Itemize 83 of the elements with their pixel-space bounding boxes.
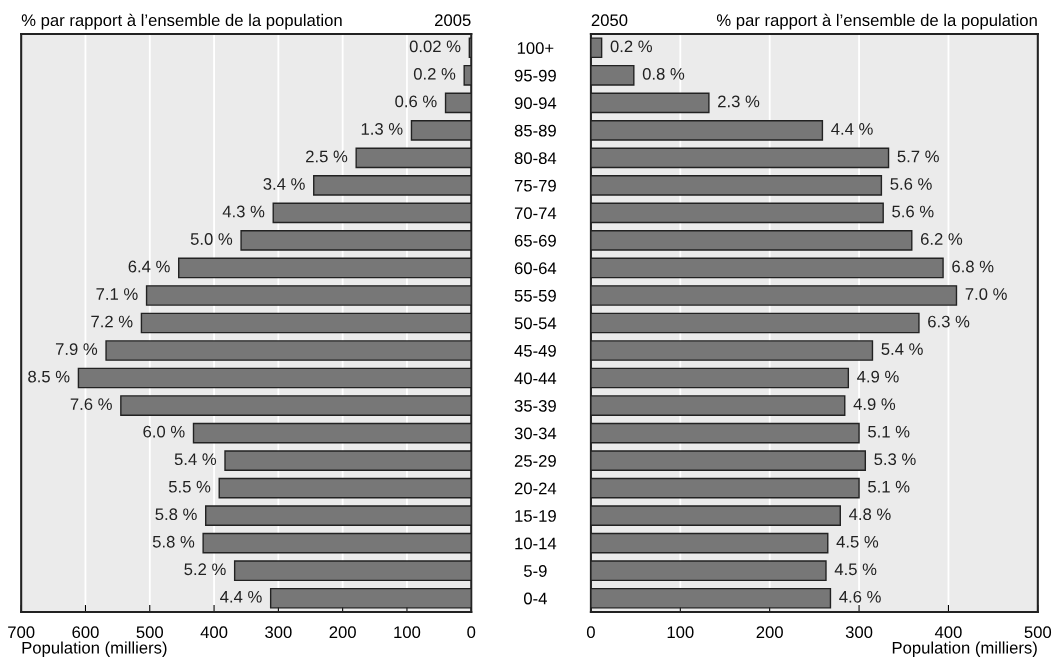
annotation: 5.3 % — [874, 453, 916, 466]
x-tick-label: 500 — [1024, 626, 1052, 639]
annotation: 5.4 % — [881, 343, 923, 355]
annotation: 2.5 % — [306, 150, 348, 163]
annotation: 6.4 % — [128, 260, 170, 273]
annotation: 4.9 % — [853, 398, 896, 411]
x-tick-label: 200 — [329, 626, 356, 639]
x-axis-title: Population (milliers) — [892, 641, 1037, 657]
chart-subtitle: % par rapport à l’ensemble de la population — [716, 13, 1037, 30]
annotation: 4.4 % — [220, 590, 262, 603]
annotation: 7.1 % — [96, 288, 138, 300]
x-tick-label: 500 — [136, 626, 164, 639]
x-tick-label: 0 — [467, 626, 476, 639]
annotation: 2.3 % — [718, 95, 760, 108]
chart-title: 2050 — [591, 14, 628, 27]
y-tick-label: 25-29 — [514, 455, 556, 467]
annotation: 5.2 % — [184, 563, 226, 576]
y-tick-label: 90-94 — [514, 97, 557, 110]
x-tick-label: 400 — [934, 626, 962, 639]
annotation: 7.6 % — [70, 398, 112, 411]
annotation: 0.02 % — [409, 40, 461, 53]
annotation: 5.8 % — [152, 535, 195, 548]
y-tick-label: 20-24 — [514, 482, 557, 495]
x-tick-label: 100 — [394, 626, 421, 639]
annotation: 4.5 % — [834, 563, 877, 576]
x-tick-label: 300 — [845, 626, 873, 639]
y-tick-label: 75-79 — [514, 179, 556, 192]
x-tick-label: 300 — [265, 626, 292, 639]
annotation: 5.1 % — [868, 425, 910, 438]
x-tick-label: 200 — [756, 626, 783, 639]
y-tick-label: 10-14 — [515, 537, 557, 550]
annotation: 4.5 % — [836, 535, 879, 548]
y-tick-label: 0-4 — [523, 592, 547, 605]
y-tick-label: 45-49 — [514, 344, 556, 357]
annotation: 6.0 % — [143, 425, 185, 438]
y-tick-label: 60-64 — [514, 262, 557, 275]
annotation: 5.6 % — [892, 205, 934, 218]
annotation: 5.8 % — [155, 508, 197, 521]
x-tick-label: 100 — [667, 626, 694, 639]
annotation: 0.2 % — [413, 67, 456, 80]
annotation: 6.2 % — [920, 233, 963, 245]
y-tick-label: 95-99 — [514, 69, 556, 82]
y-tick-label: 15-19 — [515, 510, 556, 522]
annotation: 5.4 % — [174, 453, 217, 466]
y-tick-label: 80-84 — [514, 152, 557, 165]
x-tick-label: 600 — [72, 626, 99, 639]
annotation: 7.9 % — [55, 343, 98, 355]
x-tick-label: 700 — [8, 626, 35, 639]
y-tick-label: 85-89 — [514, 124, 556, 137]
x-tick-label: 0 — [586, 626, 595, 639]
annotation: 1.3 % — [361, 123, 403, 135]
y-tick-label: 35-39 — [514, 399, 556, 412]
y-tick-label: 100+ — [517, 42, 554, 54]
annotation: 7.2 % — [91, 315, 133, 328]
annotation: 0.8 % — [642, 67, 685, 80]
annotation: 6.8 % — [952, 260, 994, 273]
annotation: 5.1 % — [868, 480, 910, 493]
x-tick-label: 400 — [200, 626, 228, 639]
annotation: 4.4 % — [831, 123, 873, 135]
annotation: 0.6 % — [395, 95, 437, 108]
annotation: 5.0 % — [190, 233, 233, 245]
chart-title: 2005 — [435, 14, 471, 27]
annotation: 8.5 % — [28, 370, 70, 383]
y-tick-label: 50-54 — [514, 317, 557, 330]
annotation: 7.0 % — [965, 288, 1007, 300]
annotation: 4.8 % — [849, 508, 891, 521]
annotation: 0.2 % — [610, 40, 653, 53]
annotation: 4.3 % — [222, 205, 265, 218]
y-tick-label: 55-59 — [514, 289, 556, 302]
annotation: 5.5 % — [168, 480, 211, 493]
y-tick-label: 70-74 — [514, 207, 557, 220]
y-tick-label: 65-69 — [514, 234, 556, 247]
annotation: 6.3 % — [928, 315, 970, 328]
annotation: 3.4 % — [263, 178, 305, 190]
chart-subtitle: % par rapport à l’ensemble de la population — [21, 13, 342, 30]
y-tick-label: 30-34 — [514, 427, 557, 440]
y-tick-label: 40-44 — [514, 372, 557, 385]
annotation: 5.7 % — [897, 150, 939, 163]
annotation: 5.6 % — [890, 178, 932, 190]
annotation: 4.6 % — [839, 590, 881, 603]
x-axis-title: Population (milliers) — [22, 641, 167, 657]
annotation: 4.9 % — [857, 370, 899, 383]
y-tick-label: 5-9 — [523, 565, 547, 577]
